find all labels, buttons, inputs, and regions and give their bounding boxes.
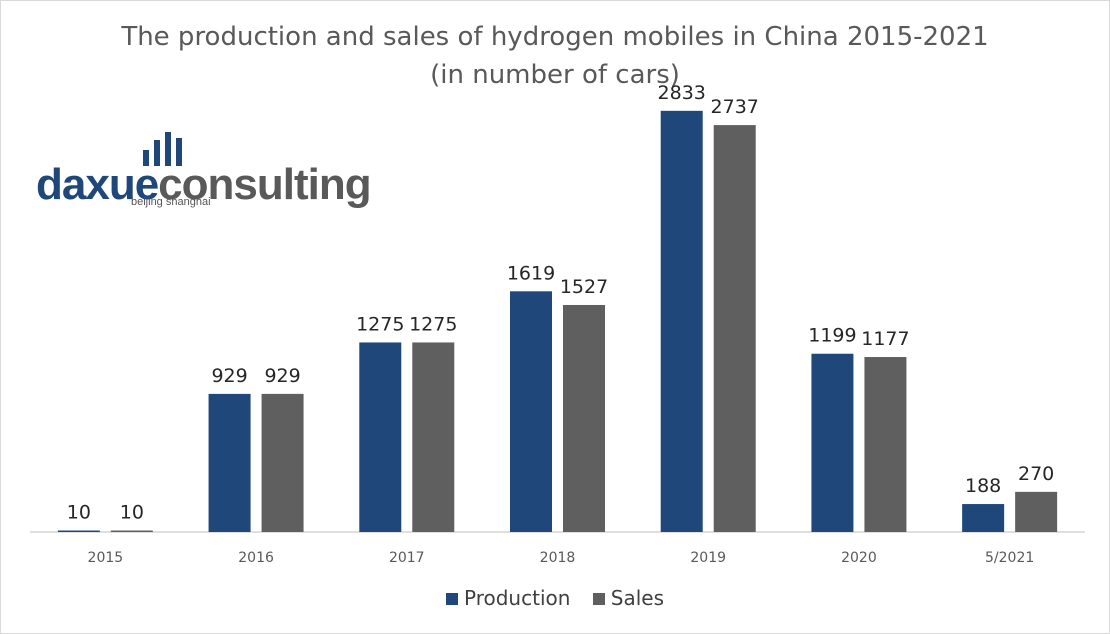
logo-bars-icon: [143, 132, 182, 166]
data-label-production-2016: 929: [211, 365, 247, 387]
bar-sales-5-2021: [1015, 491, 1058, 532]
x-tick-label-2017: 2017: [389, 550, 425, 566]
bar-production-5-2021: [962, 504, 1005, 532]
x-tick-label-2020: 2020: [841, 550, 877, 566]
logo-part-daxue: daxue: [36, 160, 159, 209]
x-tick-label-5-2021: 5/2021: [985, 550, 1034, 566]
bar-production-2020: [811, 353, 854, 532]
data-label-production-5-2021: 188: [965, 475, 1001, 497]
data-label-production-2020: 1199: [808, 325, 856, 347]
bar-sales-2019: [713, 125, 756, 532]
bar-sales-2016: [261, 393, 304, 532]
data-label-sales-2019: 2737: [711, 96, 759, 118]
chart-subtitle: (in number of cars): [430, 60, 680, 90]
logo-part-consulting: consulting: [158, 160, 371, 209]
bar-production-2017: [359, 342, 402, 532]
data-label-production-2015: 10: [67, 502, 91, 524]
logo-wordmark: daxueconsulting: [36, 160, 372, 210]
data-label-production-2017: 1275: [356, 313, 404, 335]
legend-swatch-production: [446, 593, 458, 605]
legend-label-production: Production: [464, 586, 571, 610]
data-label-sales-2020: 1177: [861, 328, 909, 350]
bar-production-2016: [208, 393, 251, 532]
bar-production-2018: [510, 291, 552, 532]
legend-item-production: Production: [446, 586, 570, 610]
data-label-production-2019: 2833: [658, 82, 706, 104]
legend-item-sales: Sales: [592, 586, 664, 610]
bar-sales-2020: [864, 357, 907, 532]
data-label-sales-2015: 10: [120, 502, 144, 524]
data-label-production-2018: 1619: [507, 262, 555, 284]
x-tick-label-2015: 2015: [88, 550, 124, 566]
x-tick-label-2016: 2016: [238, 550, 274, 566]
daxue-logo: daxueconsulting beijing shanghai: [36, 128, 396, 210]
bar-production-2015: [57, 530, 100, 532]
chart-title: The production and sales of hydrogen mob…: [121, 22, 989, 52]
x-tick-label-2019: 2019: [690, 550, 726, 566]
legend-swatch-sales: [592, 593, 605, 605]
legend-label-sales: Sales: [610, 586, 664, 610]
bar-sales-2018: [563, 304, 605, 532]
bar-sales-2017: [412, 342, 455, 532]
data-label-sales-2016: 929: [264, 365, 300, 387]
logo-tagline: beijing shanghai: [131, 196, 211, 208]
bar-production-2019: [660, 110, 703, 532]
bar-sales-2015: [110, 530, 153, 532]
data-label-sales-2017: 1275: [409, 313, 457, 335]
data-label-sales-2018: 1527: [560, 276, 608, 298]
legend: Production Sales: [0, 586, 1110, 610]
data-label-sales-5-2021: 270: [1018, 463, 1054, 485]
x-tick-label-2018: 2018: [540, 550, 576, 566]
